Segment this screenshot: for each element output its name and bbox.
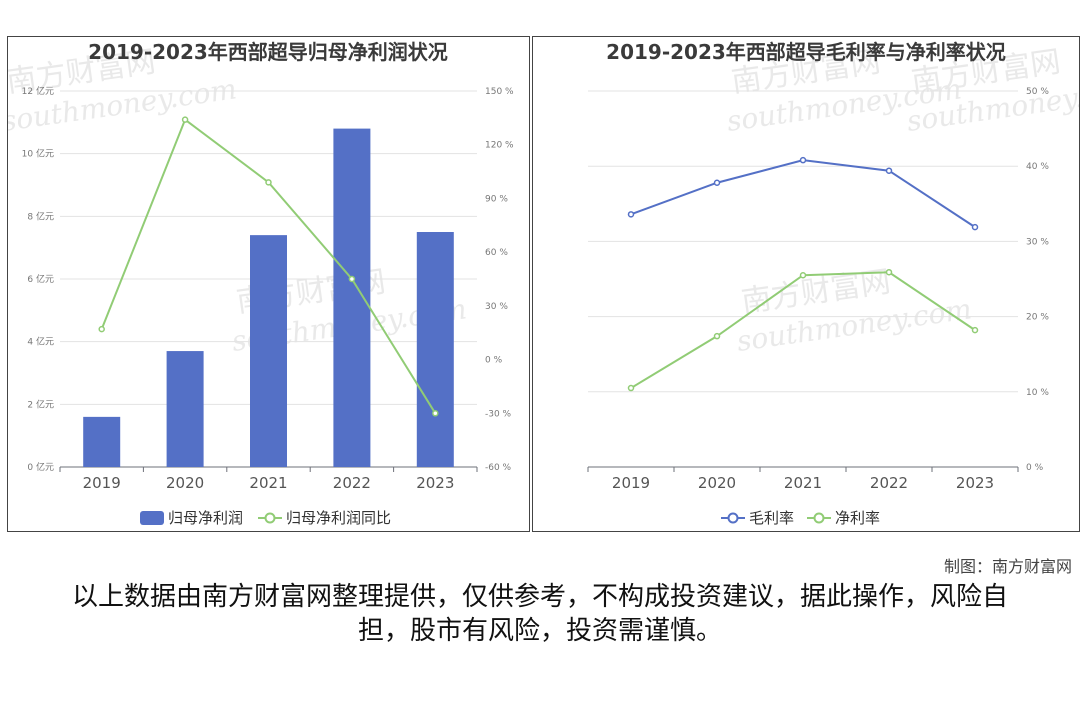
chart-title: 2019-2023年西部超导归母净利润状况	[88, 40, 448, 64]
y-axis-left-tick: 8 亿元	[27, 210, 54, 222]
chart-credit: 制图：南方财富网	[943, 557, 1072, 576]
legend-swatch-bar	[140, 511, 164, 525]
point-yoy-growth	[348, 275, 356, 283]
y-axis-right-tick: 60 %	[485, 248, 508, 258]
legend-label: 毛利率	[749, 509, 794, 527]
y-axis-right-tick: 90 %	[485, 194, 508, 204]
y-axis-left-tick: 0 亿元	[27, 461, 54, 473]
point-net-margin	[971, 326, 979, 334]
bar-net-profit	[166, 351, 204, 467]
y-axis-tick: 30 %	[1026, 237, 1049, 247]
point-yoy-growth	[432, 410, 439, 417]
y-axis-right-tick: 30 %	[485, 302, 508, 312]
x-axis-tick: 2019	[612, 474, 650, 492]
y-axis-tick: 0 %	[1026, 463, 1044, 473]
point-yoy-growth	[181, 116, 189, 123]
x-axis-tick: 2021	[249, 474, 287, 492]
x-axis-tick: 2023	[956, 474, 994, 492]
point-gross-margin	[627, 211, 635, 218]
x-axis-tick: 2020	[698, 474, 736, 492]
net-profit-chart-panel: 南方财富网southmoney.com南方财富网southmoney.com20…	[7, 36, 530, 532]
bar-net-profit	[333, 128, 371, 467]
bar-net-profit	[83, 416, 121, 467]
point-net-margin	[713, 332, 721, 340]
legend-label: 净利率	[835, 509, 880, 527]
y-axis-tick: 20 %	[1026, 313, 1049, 323]
point-gross-margin	[971, 223, 979, 231]
legend-swatch-marker	[813, 512, 825, 524]
line-gross-margin	[630, 159, 976, 228]
y-axis-left-tick: 2 亿元	[27, 398, 54, 410]
point-net-margin	[885, 268, 893, 276]
disclaimer-text: 以上数据由南方财富网整理提供，仅供参考，不构成投资建议，据此操作，风险自担，股市…	[71, 582, 1008, 646]
legend-swatch-marker	[727, 512, 739, 524]
y-axis-right-tick: -60 %	[485, 463, 512, 473]
y-axis-right-tick: 150 %	[485, 87, 514, 97]
x-axis-tick: 2022	[870, 474, 908, 492]
y-axis-right-tick: 0 %	[485, 356, 503, 366]
x-axis-tick: 2019	[83, 474, 121, 492]
x-axis-tick: 2020	[166, 474, 204, 492]
bar-net-profit	[416, 232, 454, 467]
y-axis-left-tick: 10 亿元	[22, 148, 54, 160]
point-gross-margin	[713, 179, 721, 186]
point-yoy-growth	[98, 325, 105, 333]
y-axis-tick: 10 %	[1026, 388, 1049, 398]
chart-title: 2019-2023年西部超导毛利率与净利率状况	[606, 40, 1006, 64]
net-profit-chart: 南方财富网southmoney.com南方财富网southmoney.com20…	[8, 40, 514, 527]
legend-label: 归母净利润同比	[286, 509, 391, 527]
x-axis-tick: 2022	[333, 474, 371, 492]
y-axis-tick: 40 %	[1026, 162, 1049, 172]
x-axis-tick: 2023	[416, 474, 454, 492]
x-axis-tick: 2021	[784, 474, 822, 492]
point-yoy-growth	[265, 179, 272, 186]
point-gross-margin	[885, 167, 893, 174]
bar-net-profit	[250, 235, 287, 467]
margin-chart: 南方财富网southmoney.com南方财富网southmoney.com南方…	[587, 40, 1079, 527]
y-axis-left-tick: 6 亿元	[27, 273, 54, 285]
y-axis-right-tick: 120 %	[485, 141, 514, 151]
point-gross-margin	[799, 156, 807, 164]
point-net-margin	[799, 271, 807, 279]
y-axis-tick: 50 %	[1026, 87, 1049, 97]
y-axis-right-tick: -30 %	[485, 409, 512, 419]
y-axis-left-tick: 12 亿元	[22, 85, 54, 97]
y-axis-left-tick: 4 亿元	[27, 336, 54, 348]
legend-swatch-marker	[264, 512, 276, 524]
point-net-margin	[627, 384, 635, 392]
legend-label: 归母净利润	[168, 509, 243, 527]
margin-chart-panel: 南方财富网 southmoney.com 南方财富网 southmoney.com 南方…	[532, 36, 1080, 532]
